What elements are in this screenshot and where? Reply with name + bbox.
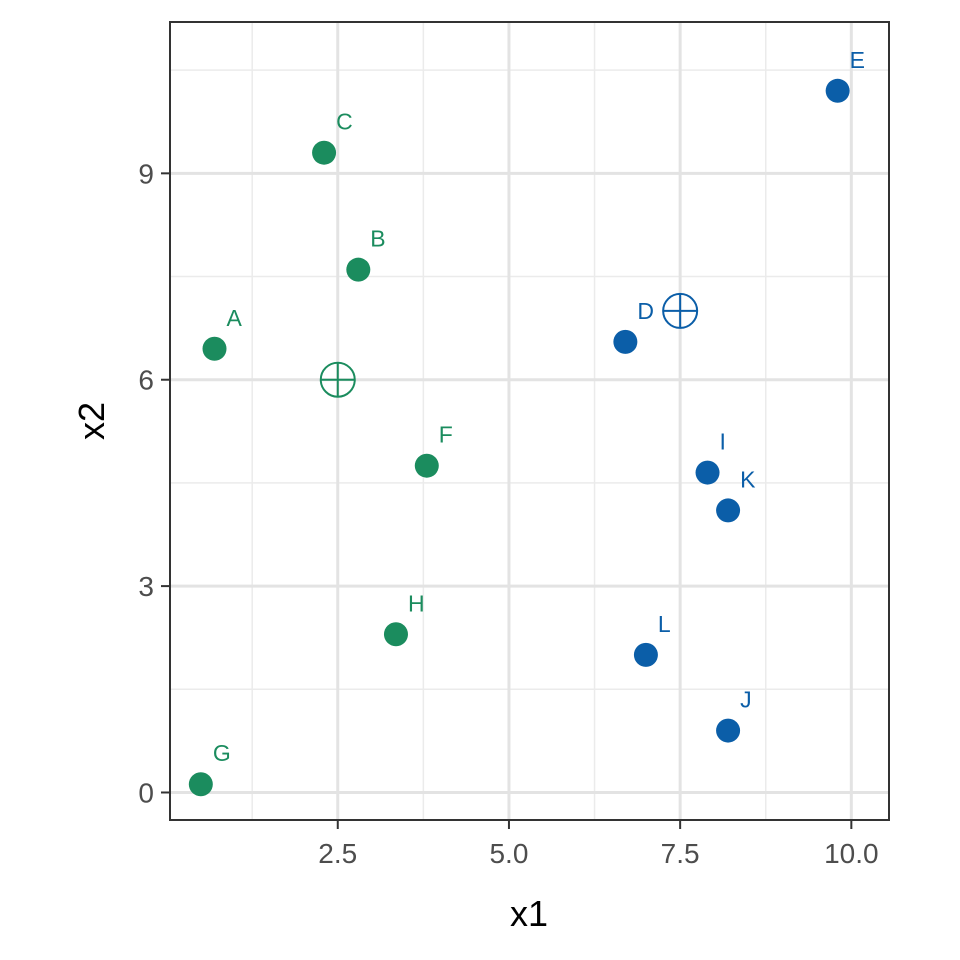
point-label-h: H	[408, 590, 425, 616]
point-label-g: G	[213, 740, 231, 766]
y-tick-label: 6	[138, 365, 154, 396]
centroid-marker	[662, 292, 699, 329]
data-point-i	[695, 460, 720, 485]
y-tick-label: 0	[138, 777, 154, 808]
x-tick-label: 2.5	[318, 838, 357, 869]
x-tick-label: 7.5	[661, 838, 700, 869]
point-label-a: A	[227, 305, 243, 331]
data-point-g	[188, 772, 213, 797]
point-label-b: B	[370, 226, 385, 252]
data-point-h	[383, 622, 408, 647]
point-label-f: F	[439, 422, 453, 448]
data-point-k	[716, 498, 741, 523]
data-point-a	[202, 336, 227, 361]
point-label-c: C	[336, 109, 353, 135]
x-tick-label: 5.0	[489, 838, 528, 869]
data-point-c	[312, 140, 337, 165]
point-label-i: I	[720, 429, 726, 455]
data-point-d	[613, 329, 638, 354]
y-tick-label: 9	[138, 158, 154, 189]
data-point-f	[414, 453, 439, 478]
grid	[170, 22, 889, 820]
y-tick-label: 3	[138, 571, 154, 602]
x-axis-title: x1	[510, 893, 548, 934]
y-axis-title: x2	[71, 402, 112, 440]
panel-border	[169, 21, 890, 821]
centroid-marker	[319, 361, 356, 398]
point-label-k: K	[740, 466, 756, 492]
data-point-l	[633, 642, 658, 667]
data-point-e	[825, 78, 850, 103]
axes: 2.5 5.0 7.5 10.0 0 3 6 9	[138, 158, 878, 869]
data-marks: A B C F G H D E I J K L	[188, 47, 865, 797]
x-tick-label: 10.0	[824, 838, 879, 869]
data-point-b	[346, 257, 371, 282]
data-point-j	[716, 718, 741, 743]
point-label-j: J	[740, 687, 752, 713]
point-label-e: E	[850, 47, 865, 73]
point-label-l: L	[658, 611, 671, 637]
point-label-d: D	[637, 298, 654, 324]
